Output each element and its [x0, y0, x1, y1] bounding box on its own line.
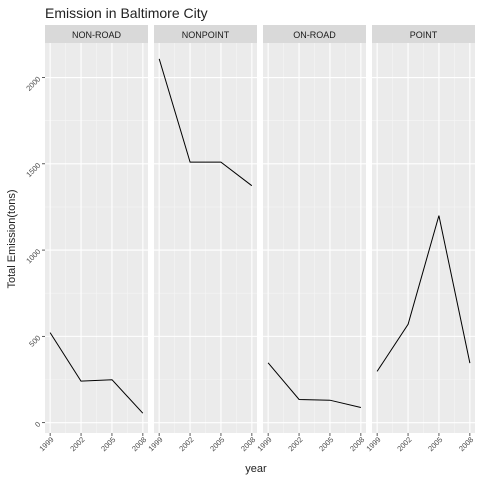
y-tick-label: 0 [33, 420, 42, 429]
facet-panel-on-road: ON-ROAD 1999 2002 2005 2008 [255, 25, 366, 453]
facet-strip-label: NONPOINT [182, 30, 230, 40]
x-tick-label: 1999 [364, 435, 382, 453]
x-tick-label: 2005 [317, 435, 335, 453]
y-axis-ticks: 0 500 1000 1500 2000 [24, 75, 45, 429]
y-tick-label: 1000 [24, 247, 42, 265]
chart-title: Emission in Baltimore City [45, 5, 208, 21]
x-tick-label: 1999 [37, 435, 55, 453]
facet-panel-non-road: NON-ROAD 1999 2002 2005 2008 [37, 25, 148, 453]
facet-panel-point: POINT 1999 2002 2005 2008 [364, 25, 475, 453]
series-line-nonpoint [158, 58, 253, 187]
x-tick-label: 2008 [348, 435, 366, 453]
facet-strip [263, 25, 366, 43]
facet-strip [45, 25, 148, 43]
facet-strip-label: POINT [410, 30, 438, 40]
facet-panels: NON-ROAD 1999 2002 2005 2008 NONPOINT 1999 2002… [37, 25, 475, 453]
x-tick-label: 2005 [426, 435, 444, 453]
series-line-on-road [267, 362, 362, 408]
x-tick-label: 2008 [130, 435, 148, 453]
x-axis-label: year [245, 463, 267, 475]
series-line-non-road [49, 332, 144, 414]
x-tick-label: 2008 [239, 435, 257, 453]
y-tick-label: 1500 [24, 161, 42, 179]
x-tick-label: 2008 [457, 435, 475, 453]
x-tick-label: 1999 [146, 435, 164, 453]
y-tick-label: 500 [27, 333, 42, 348]
facet-strip [154, 25, 257, 43]
x-tick-label: 2002 [286, 435, 304, 453]
y-axis-label: Total Emission(tons) [6, 189, 18, 288]
y-tick-label: 2000 [24, 75, 42, 93]
x-tick-label: 2005 [208, 435, 226, 453]
facet-panel-nonpoint: NONPOINT 1999 2002 2005 2008 [146, 25, 257, 453]
x-tick-label: 2002 [68, 435, 86, 453]
facet-strip-label: NON-ROAD [72, 30, 121, 40]
x-tick-label: 2002 [395, 435, 413, 453]
facet-strip-label: ON-ROAD [293, 30, 336, 40]
x-tick-label: 2002 [177, 435, 195, 453]
x-tick-label: 1999 [255, 435, 273, 453]
x-tick-label: 2005 [99, 435, 117, 453]
facet-strip [372, 25, 475, 43]
series-line-point [376, 215, 471, 372]
